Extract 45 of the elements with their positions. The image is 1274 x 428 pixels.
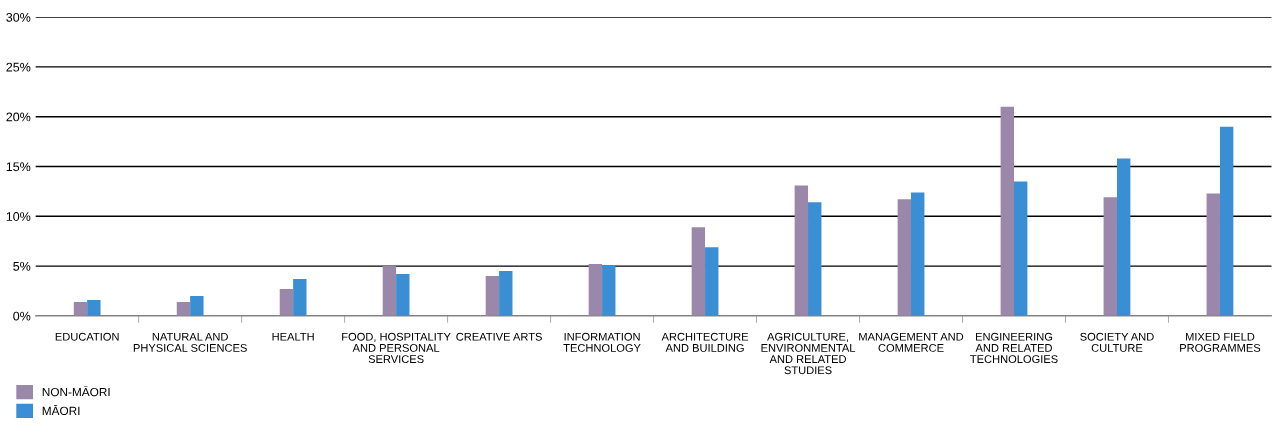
x-tick-label: MIXED FIELD PROGRAMMES	[1180, 332, 1261, 352]
bar	[73, 301, 88, 316]
bar	[1103, 197, 1117, 316]
x-tick-label: CREATIVE ARTS	[456, 332, 542, 341]
x-tick-label: ARCHITECTURE AND BUILDING	[661, 332, 749, 352]
x-tick-label: HEALTH	[272, 332, 314, 341]
y-tick-label: 5%	[13, 261, 31, 271]
y-tick-label: 0%	[13, 311, 31, 321]
bar	[499, 271, 513, 316]
y-tick-label: 25%	[6, 62, 31, 72]
bar	[911, 192, 925, 316]
x-tick-label: SOCIETY AND CULTURE	[1080, 332, 1154, 352]
x-tick-label: INFORMATION TECHNOLOGY	[563, 332, 641, 352]
bar	[705, 247, 719, 316]
x-tick-label: MANAGEMENT AND COMMERCE	[859, 332, 964, 352]
y-tick-label: 15%	[6, 162, 31, 172]
bar	[293, 279, 307, 316]
x-tick-label: FOOD, HOSPITALITY AND PERSONAL SERVICES	[342, 332, 451, 364]
y-tick-label: 30%	[6, 12, 31, 22]
x-tick-label: EDUCATION	[55, 332, 119, 341]
bar	[1000, 106, 1014, 316]
legend-label: NON-MĀORI	[42, 386, 110, 397]
bar	[396, 274, 410, 316]
bar	[87, 299, 101, 316]
legend-label: MĀORI	[42, 405, 80, 416]
bar	[1206, 193, 1220, 316]
x-tick-label: NATURAL AND PHYSICAL SCIENCES	[133, 332, 247, 352]
bar	[1014, 181, 1028, 316]
bar	[176, 301, 191, 316]
x-tick-label: ENGINEERING AND RELATED TECHNOLOGIES	[970, 332, 1058, 364]
y-tick-label: 20%	[6, 112, 31, 122]
bar	[897, 199, 912, 316]
bar	[1116, 158, 1131, 316]
bar	[808, 202, 822, 316]
bar	[485, 276, 500, 316]
bar	[1219, 126, 1234, 316]
bar	[794, 185, 809, 316]
bar	[382, 266, 397, 316]
bar	[588, 264, 603, 316]
bar	[279, 288, 294, 316]
bar	[602, 265, 616, 316]
bar	[691, 227, 706, 316]
y-tick-label: 10%	[6, 212, 31, 221]
x-tick-label: AGRICULTURE, ENVIRONMENTAL AND RELATED STUDIES	[761, 332, 856, 375]
bar	[190, 295, 204, 316]
